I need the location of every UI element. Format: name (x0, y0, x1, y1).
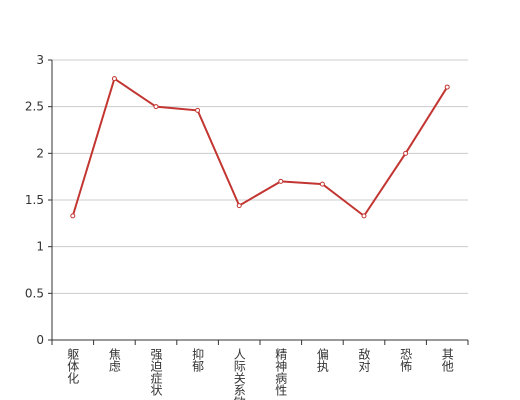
x-tick-label: 敌对 (357, 347, 371, 372)
point (195, 107, 201, 113)
point (70, 213, 76, 219)
x-tick-label: 其他 (440, 348, 454, 372)
point (278, 178, 284, 184)
x-tick-label: 偏执 (315, 347, 329, 373)
point (444, 84, 450, 90)
point (403, 150, 409, 156)
y-tick-label: 1.5 (25, 193, 44, 207)
point (111, 76, 117, 82)
x-tick-label: 强迫症状 (149, 348, 163, 396)
point (153, 104, 159, 110)
x-tick-label: 躯体化 (66, 347, 80, 385)
y-tick-label: 0.5 (25, 286, 44, 300)
x-tick-label: 恐怖 (399, 348, 413, 372)
y-tick-label: 1 (36, 240, 44, 254)
line (71, 77, 449, 218)
x-tick-label: 人际关系敏感 (232, 348, 246, 400)
x-tick-label: 精神病性 (274, 348, 288, 397)
y-tick-label: 2 (36, 146, 44, 160)
point (319, 181, 325, 187)
point (236, 203, 242, 209)
y-tick-label: 2.5 (25, 100, 44, 114)
x-tick-label: 抑郁 (191, 347, 205, 373)
y-tick-label: 3 (36, 53, 44, 67)
point (361, 213, 367, 219)
y-tick-label: 0 (36, 333, 44, 347)
x-tick-label: 焦虑 (107, 348, 121, 372)
